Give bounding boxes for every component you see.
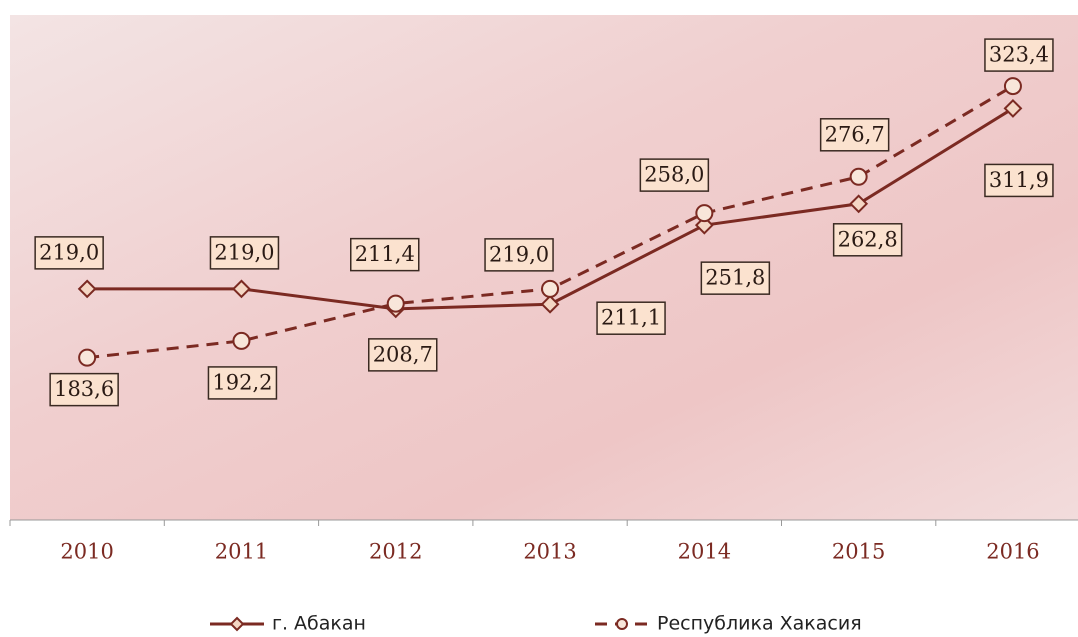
legend-marker bbox=[617, 619, 627, 629]
data-label: 192,2 bbox=[212, 370, 272, 394]
x-tick-label: 2012 bbox=[369, 540, 422, 564]
legend-item: Республика Хакасия bbox=[595, 613, 862, 635]
data-label: 211,4 bbox=[355, 242, 415, 266]
data-label: 323,4 bbox=[989, 43, 1049, 67]
data-label: 208,7 bbox=[373, 342, 433, 366]
data-label: 211,1 bbox=[601, 306, 661, 330]
data-label: 219,0 bbox=[39, 240, 99, 264]
data-label: 251,8 bbox=[705, 266, 765, 290]
x-tick-label: 2016 bbox=[986, 540, 1039, 564]
point bbox=[388, 296, 404, 312]
x-tick-label: 2014 bbox=[678, 540, 731, 564]
point bbox=[696, 205, 712, 221]
data-label: 276,7 bbox=[825, 122, 885, 146]
point bbox=[851, 169, 867, 185]
point bbox=[542, 281, 558, 297]
point bbox=[233, 333, 249, 349]
legend-marker bbox=[231, 618, 243, 630]
point bbox=[79, 350, 95, 366]
point bbox=[1005, 78, 1021, 94]
data-label: 219,0 bbox=[214, 240, 274, 264]
chart: 2010 2011 2012 2013 2014 2015 2016 219,0 219,0 20… bbox=[0, 0, 1078, 637]
x-tick-label: 2013 bbox=[523, 540, 576, 564]
data-label: 219,0 bbox=[489, 242, 549, 266]
x-tick-label: 2015 bbox=[832, 540, 885, 564]
data-label: 262,8 bbox=[838, 227, 898, 251]
legend-label: Республика Хакасия bbox=[657, 613, 862, 635]
x-tick-label: 2010 bbox=[60, 540, 113, 564]
data-label: 258,0 bbox=[644, 163, 704, 187]
legend-item: г. Абакан bbox=[210, 613, 366, 635]
data-label: 311,9 bbox=[989, 168, 1049, 192]
x-tick-label: 2011 bbox=[215, 540, 268, 564]
legend-label: г. Абакан bbox=[272, 613, 366, 635]
data-label: 183,6 bbox=[54, 377, 114, 401]
